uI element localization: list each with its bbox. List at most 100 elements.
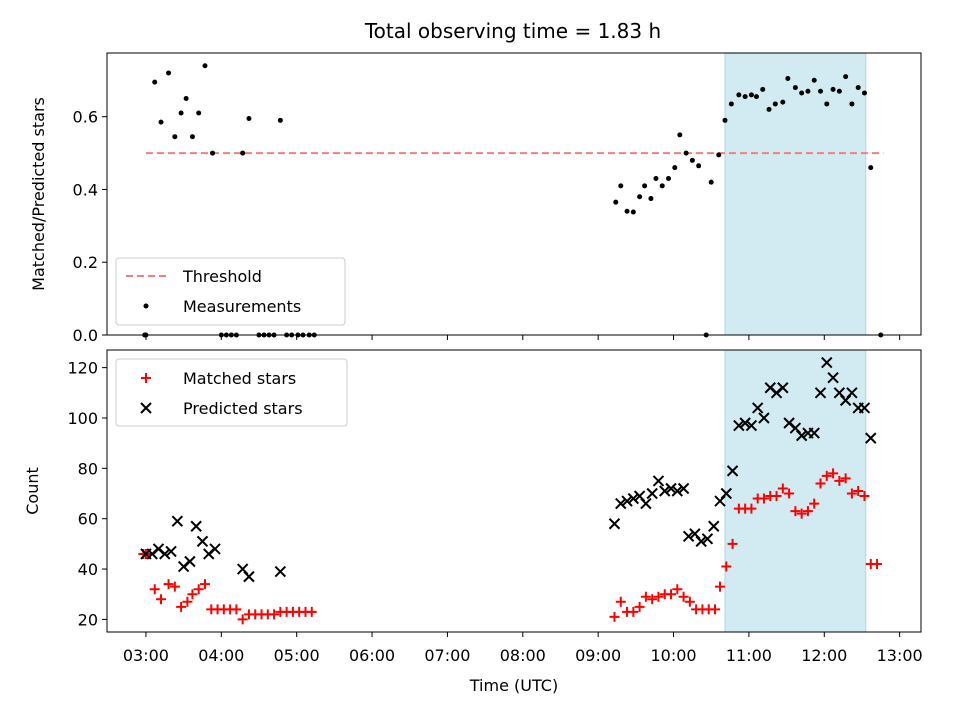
matched-star-point bbox=[821, 470, 832, 481]
measurement-point bbox=[642, 183, 648, 189]
y-tick-label: 0.6 bbox=[73, 108, 98, 127]
predicted-star-point bbox=[640, 497, 652, 510]
measurement-point bbox=[748, 92, 754, 98]
measurement-point bbox=[785, 75, 791, 81]
y-tick-label: 0.0 bbox=[73, 326, 98, 345]
predicted-star-point bbox=[665, 482, 677, 495]
y-axis-label: Count bbox=[23, 467, 42, 515]
x-tick-label: 13:00 bbox=[877, 646, 923, 665]
predicted-star-point bbox=[159, 548, 171, 560]
predicted-star-point bbox=[858, 402, 871, 414]
measurement-point bbox=[868, 165, 874, 171]
highlight-span bbox=[724, 52, 867, 336]
y-tick-label: 80 bbox=[78, 459, 98, 478]
legend-matched-swatch bbox=[141, 373, 151, 383]
matched-star-point bbox=[872, 559, 883, 570]
highlight-span bbox=[724, 349, 867, 633]
y-axis-label: Matched/Predicted stars bbox=[29, 97, 48, 291]
measurement-point bbox=[722, 117, 728, 123]
matched-star-point bbox=[163, 579, 174, 590]
measurement-point bbox=[624, 208, 630, 214]
predicted-star-point bbox=[795, 429, 808, 442]
measurement-point bbox=[843, 74, 849, 80]
predicted-star-point bbox=[695, 535, 707, 548]
measurement-point bbox=[630, 209, 636, 215]
matched-star-point bbox=[678, 591, 689, 602]
x-tick-label: 10:00 bbox=[650, 646, 696, 665]
matched-star-point bbox=[634, 601, 645, 612]
matched-star-point bbox=[684, 596, 695, 607]
x-tick-label: 06:00 bbox=[349, 646, 395, 665]
predicted-star-point bbox=[196, 535, 209, 548]
predicted-star-point bbox=[777, 382, 789, 394]
matched-star-point bbox=[746, 503, 757, 514]
matched-star-point bbox=[169, 581, 180, 592]
measurement-point bbox=[728, 101, 734, 107]
legend-measurements-label: Measurements bbox=[183, 297, 301, 316]
measurement-point bbox=[716, 152, 722, 158]
legend-predicted-label: Predicted stars bbox=[183, 399, 303, 418]
matched-star-point bbox=[672, 584, 683, 595]
predicted-star-point bbox=[608, 518, 621, 530]
measurement-point bbox=[618, 183, 624, 189]
measurement-point bbox=[760, 86, 766, 92]
matched-star-point bbox=[306, 606, 317, 617]
matched-star-point bbox=[640, 591, 651, 602]
measurement-point bbox=[742, 94, 748, 100]
x-tick-label: 12:00 bbox=[801, 646, 847, 665]
matched-star-point bbox=[790, 506, 801, 517]
matched-star-point bbox=[828, 468, 839, 479]
predicted-star-point bbox=[209, 543, 221, 555]
predicted-star-point bbox=[821, 356, 833, 369]
matched-star-point bbox=[715, 581, 726, 592]
x-tick-label: 03:00 bbox=[123, 646, 169, 665]
matched-star-point bbox=[796, 508, 807, 519]
legend-box bbox=[115, 358, 348, 427]
x-axis-label: Time (UTC) bbox=[469, 676, 558, 695]
measurement-point bbox=[708, 179, 714, 185]
matched-star-point bbox=[653, 591, 664, 602]
x-tick-label: 11:00 bbox=[726, 646, 772, 665]
measurement-point bbox=[172, 134, 178, 140]
measurement-point bbox=[196, 110, 202, 116]
legend: Threshold Measurements bbox=[115, 257, 346, 326]
measurement-point bbox=[677, 132, 683, 138]
predicted-star-point bbox=[621, 495, 633, 507]
matched-star-point bbox=[777, 483, 788, 494]
matched-star-point bbox=[784, 488, 795, 499]
legend-threshold-label: Threshold bbox=[182, 267, 262, 286]
predicted-star-point bbox=[745, 419, 758, 432]
y-tick-label: 0.2 bbox=[73, 253, 98, 272]
measurement-point bbox=[246, 115, 252, 121]
predicted-star-point bbox=[865, 432, 877, 444]
measurement-point bbox=[772, 101, 778, 107]
figure-title: Total observing time = 1.83 h bbox=[364, 19, 661, 43]
matched-star-point bbox=[609, 611, 620, 622]
matched-star-point bbox=[809, 498, 820, 509]
predicted-star-point bbox=[827, 371, 839, 384]
predicted-star-point bbox=[720, 487, 733, 500]
matched-star-point bbox=[721, 561, 732, 572]
predicted-star-point bbox=[708, 520, 720, 532]
matched-star-point bbox=[859, 491, 870, 502]
matched-star-point bbox=[802, 506, 813, 517]
predicted-star-point bbox=[751, 402, 764, 414]
matched-star-point bbox=[615, 596, 626, 607]
matched-star-point bbox=[647, 594, 658, 605]
measurement-point bbox=[666, 176, 672, 182]
measurement-point bbox=[683, 150, 689, 156]
y-tick-label: 60 bbox=[78, 510, 98, 529]
predicted-star-point bbox=[677, 482, 690, 495]
matched-star-point bbox=[231, 604, 242, 615]
predicted-star-point bbox=[190, 520, 202, 532]
predicted-star-point bbox=[646, 487, 658, 500]
measurement-point bbox=[689, 157, 695, 163]
measurement-point bbox=[202, 63, 208, 69]
predicted-star-point bbox=[171, 515, 184, 527]
measurement-point bbox=[653, 176, 659, 182]
matched-star-point bbox=[149, 584, 160, 595]
x-tick-label: 07:00 bbox=[424, 646, 470, 665]
matched-star-point bbox=[771, 491, 782, 502]
matched-star-point bbox=[628, 606, 639, 617]
